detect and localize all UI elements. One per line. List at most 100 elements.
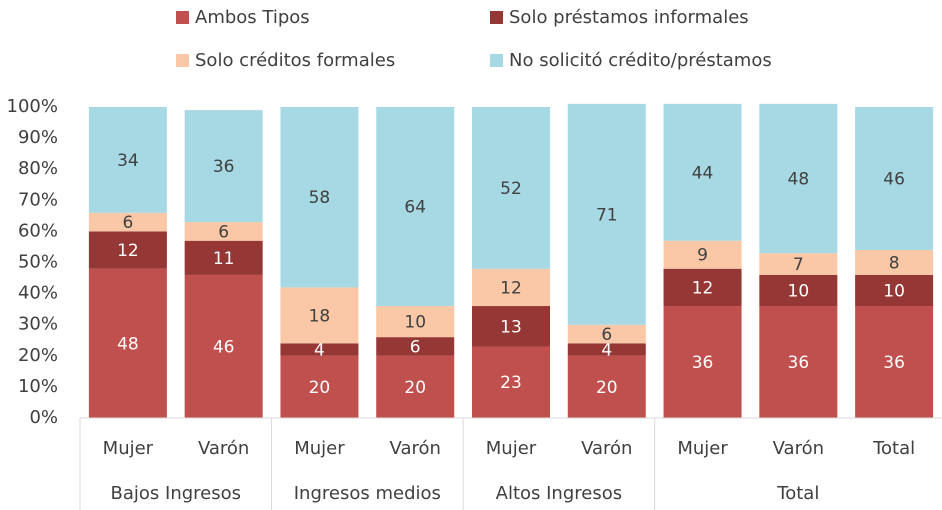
data-label: 46 [883, 170, 905, 190]
data-label: 46 [213, 337, 235, 357]
data-label: 7 [793, 255, 804, 275]
x-tick-label: Varón [581, 438, 632, 459]
data-label: 58 [309, 188, 331, 208]
data-label: 6 [410, 337, 421, 357]
legend-swatch [176, 11, 189, 24]
data-label: 12 [117, 241, 139, 261]
bar-segment [280, 355, 359, 418]
data-label: 48 [117, 334, 139, 354]
bar-segment [376, 306, 455, 338]
data-label: 48 [788, 170, 810, 190]
legend-swatch [490, 11, 503, 24]
data-label: 11 [213, 249, 235, 269]
data-label: 4 [601, 341, 612, 361]
data-label: 13 [500, 317, 522, 337]
bar-segment [759, 274, 838, 307]
legend-swatch [176, 54, 189, 67]
bar-segment [88, 268, 167, 418]
data-label: 6 [122, 213, 133, 233]
data-label: 52 [500, 179, 522, 199]
y-tick-label: 10% [18, 376, 58, 397]
bar-segment [567, 343, 646, 356]
data-label: 36 [883, 353, 905, 373]
data-label: 20 [404, 378, 426, 398]
bar-segment [663, 306, 742, 418]
bar-segment [855, 306, 934, 418]
legend-label: Ambos Tipos [195, 7, 310, 28]
bar-segment [472, 268, 550, 307]
data-label: 71 [596, 205, 618, 225]
y-tick-label: 70% [18, 189, 58, 210]
data-label: 36 [213, 157, 235, 177]
y-tick-label: 50% [18, 252, 58, 273]
data-label: 36 [692, 353, 714, 373]
bar-segment [759, 306, 838, 418]
data-label: 6 [601, 325, 612, 345]
y-tick-label: 60% [18, 220, 58, 241]
bar-segment [376, 337, 455, 356]
bar-segment [855, 107, 934, 251]
data-label: 12 [500, 278, 522, 298]
data-label: 10 [883, 281, 905, 301]
bar-segment [184, 240, 263, 275]
legend-label: Solo créditos formales [195, 50, 395, 71]
bar-segment [759, 253, 838, 275]
legend-label: No solicitó crédito/préstamos [509, 50, 772, 71]
bar-segment [472, 306, 550, 347]
data-label: 34 [117, 151, 139, 171]
y-tick-label: 20% [18, 345, 58, 366]
bar-segment [663, 103, 742, 241]
y-tick-label: 30% [18, 314, 58, 335]
data-label: 23 [500, 373, 522, 393]
bar-segment [88, 107, 167, 213]
bar-segment [376, 355, 455, 418]
x-tick-label: Varón [390, 438, 441, 459]
bar-segment [567, 355, 646, 418]
bar-segment [184, 274, 263, 418]
bar-segment [759, 103, 838, 254]
x-tick-label: Total [872, 438, 915, 459]
data-label: 10 [788, 281, 810, 301]
y-tick-label: 90% [18, 127, 58, 148]
x-tick-label: Mujer [486, 438, 537, 459]
data-label: 6 [218, 222, 229, 242]
bar-segment [280, 343, 359, 356]
data-label: 36 [788, 353, 810, 373]
bar-segment [855, 274, 934, 307]
x-tick-label: Varón [773, 438, 824, 459]
data-label: 18 [309, 306, 331, 326]
bar-segment [280, 107, 359, 288]
bar-segment [855, 250, 934, 275]
data-label: 12 [692, 278, 714, 298]
bar-segment [376, 107, 455, 307]
y-tick-label: 80% [18, 158, 58, 179]
bar-segment [567, 324, 646, 344]
bar-segment [280, 287, 359, 344]
group-label: Total [776, 483, 819, 504]
data-label: 10 [404, 313, 426, 333]
legend-swatch [490, 54, 503, 67]
data-label: 8 [889, 254, 900, 274]
y-tick-label: 100% [7, 96, 58, 117]
data-label: 20 [596, 378, 618, 398]
data-label: 9 [697, 246, 708, 266]
y-tick-label: 0% [29, 407, 58, 428]
data-label: 44 [692, 163, 714, 183]
bar-segment [567, 103, 646, 325]
bar-segment [663, 268, 742, 307]
x-tick-label: Mujer [677, 438, 728, 459]
data-label: 64 [404, 198, 426, 218]
bar-segment [88, 212, 167, 232]
data-label: 20 [309, 378, 331, 398]
group-label: Bajos Ingresos [111, 483, 241, 504]
data-label: 4 [314, 341, 325, 361]
bar-segment [472, 107, 550, 269]
x-tick-label: Mujer [294, 438, 345, 459]
bar-segment [184, 110, 263, 223]
legend-label: Solo préstamos informales [509, 7, 749, 28]
group-label: Altos Ingresos [496, 483, 622, 504]
group-label: Ingresos medios [294, 483, 441, 504]
x-tick-label: Mujer [103, 438, 154, 459]
bar-segment [472, 346, 550, 418]
